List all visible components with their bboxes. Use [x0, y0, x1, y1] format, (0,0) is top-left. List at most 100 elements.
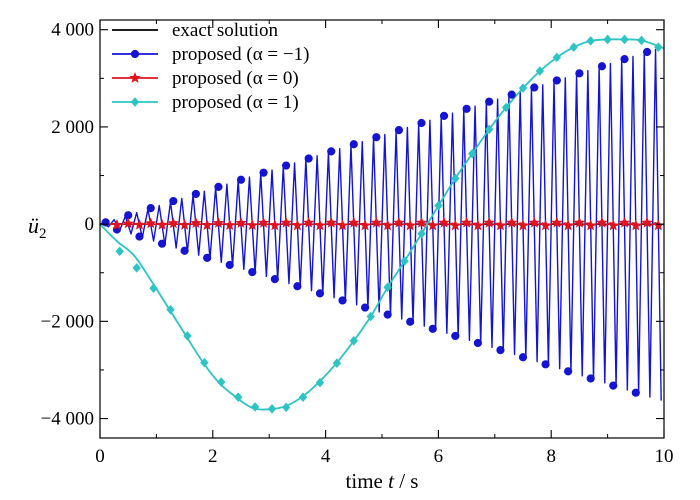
- labels-layer: 0 2 4 6 8 10 −4 000 −2 000 0 2 000 4 000: [41, 20, 674, 467]
- alpha-0-marker: [573, 216, 586, 228]
- alpha-0-marker: [122, 217, 134, 229]
- x-axis-label: time t / s: [346, 469, 419, 493]
- alpha-0-marker: [212, 217, 225, 228]
- alpha-minus1-marker: [406, 317, 415, 326]
- alpha-minus1-marker: [214, 182, 223, 191]
- alpha-0-marker: [584, 219, 597, 231]
- alpha-0-marker: [449, 219, 462, 231]
- alpha-0-marker: [596, 216, 608, 228]
- alpha-1-marker: [281, 402, 291, 413]
- alpha-1-marker: [620, 34, 629, 45]
- alpha-minus1-marker: [135, 232, 144, 241]
- alpha-minus1-marker: [642, 47, 652, 57]
- alpha-minus1-marker: [417, 118, 426, 128]
- alpha-1-marker: [332, 358, 342, 368]
- alpha-0-marker: [551, 216, 563, 228]
- alpha-0-marker: [145, 217, 157, 229]
- alpha-0-marker: [325, 216, 337, 228]
- alpha-0-marker: [404, 219, 416, 231]
- alpha-1-marker: [217, 377, 226, 387]
- alpha-1-marker: [132, 263, 141, 273]
- legend-label: proposed (α = 0): [172, 68, 299, 89]
- alpha-minus1-marker: [270, 275, 279, 284]
- alpha-0-marker: [269, 219, 281, 231]
- alpha-0-marker: [472, 219, 484, 231]
- alpha-minus1-marker: [439, 111, 449, 120]
- alpha-1-marker: [569, 42, 578, 53]
- alpha-0-marker: [235, 216, 247, 228]
- alpha-minus1-marker: [157, 239, 167, 248]
- legend-marker-star: [129, 72, 141, 83]
- alpha-0-marker: [201, 219, 213, 230]
- alpha-minus1-marker: [552, 76, 561, 85]
- x-tick-label: 8: [546, 446, 556, 467]
- alpha-minus1-marker: [236, 175, 246, 184]
- alpha-1-marker: [233, 392, 243, 402]
- alpha-0-marker: [460, 216, 473, 228]
- alpha-1-marker: [552, 52, 562, 63]
- alpha-0-marker: [562, 219, 574, 231]
- alpha-minus1-marker: [451, 331, 460, 341]
- alpha-0-marker: [167, 217, 180, 229]
- alpha-minus1-marker: [530, 83, 539, 92]
- alpha-minus1-marker: [101, 218, 110, 227]
- alpha-1-marker: [637, 35, 646, 46]
- alpha-minus1-marker: [428, 324, 437, 333]
- alpha-0-marker: [280, 216, 292, 228]
- alpha-0-marker: [224, 219, 236, 231]
- y-axis-label: ü2: [28, 213, 47, 242]
- alpha-1-marker: [115, 246, 124, 257]
- alpha-1-marker: [383, 282, 392, 293]
- y-tick-label: −2 000: [41, 311, 94, 332]
- alpha-minus1-marker: [394, 125, 404, 135]
- legend-label: exact solution: [172, 20, 279, 41]
- alpha-0-marker: [506, 216, 518, 228]
- x-tick-label: 4: [321, 446, 331, 467]
- alpha-minus1-marker: [609, 381, 618, 390]
- alpha-0-marker: [483, 216, 495, 228]
- alpha-0-marker: [415, 216, 428, 228]
- alpha-1-marker: [400, 256, 409, 266]
- alpha-0-marker: [336, 219, 349, 231]
- alpha-1-marker: [654, 42, 663, 53]
- y-tick-label: 0: [85, 214, 95, 235]
- alpha-0-marker: [302, 216, 315, 228]
- alpha-minus1-marker: [541, 360, 550, 369]
- x-tick-label: 2: [208, 446, 218, 467]
- alpha-0-marker: [257, 216, 270, 228]
- alpha-1-marker: [468, 148, 477, 159]
- x-tick-label: 10: [655, 446, 674, 467]
- alpha-0-marker: [427, 219, 439, 231]
- alpha-1-marker: [250, 402, 260, 412]
- alpha-0-marker: [607, 219, 619, 231]
- alpha-1-marker: [518, 83, 528, 93]
- alpha-1-marker: [603, 34, 612, 45]
- alpha-1-marker: [484, 124, 494, 135]
- alpha-0-marker: [359, 219, 371, 231]
- alpha-0-marker: [370, 216, 383, 228]
- alpha-0-marker: [348, 216, 360, 228]
- alpha-minus1-marker: [203, 253, 212, 262]
- alpha-minus1-marker: [485, 97, 494, 106]
- alpha-0-marker: [291, 219, 304, 231]
- alpha-0-marker: [539, 219, 552, 231]
- alpha-1-marker: [166, 304, 175, 315]
- alpha-1-marker: [200, 357, 209, 368]
- alpha-0-marker: [178, 219, 191, 230]
- alpha-0-marker: [517, 219, 529, 231]
- alpha-1-marker: [451, 173, 460, 184]
- alpha-0-marker: [156, 218, 168, 230]
- x-axis-label-var: t: [388, 469, 395, 493]
- alpha-1-marker: [183, 331, 192, 341]
- alpha-minus1-marker: [349, 140, 358, 149]
- alpha-minus1-marker: [518, 353, 528, 362]
- alpha-1-marker: [535, 66, 545, 76]
- alpha-minus1-marker: [282, 161, 291, 170]
- alpha-minus1-marker: [597, 62, 607, 71]
- alpha-0-marker: [246, 219, 258, 231]
- marker-layer: [101, 34, 665, 414]
- legend-label: proposed (α = −1): [172, 44, 309, 65]
- legend: exact solution proposed (α = −1) proposed …: [112, 20, 309, 113]
- alpha-0-marker: [630, 219, 642, 231]
- alpha-0-marker: [528, 216, 540, 228]
